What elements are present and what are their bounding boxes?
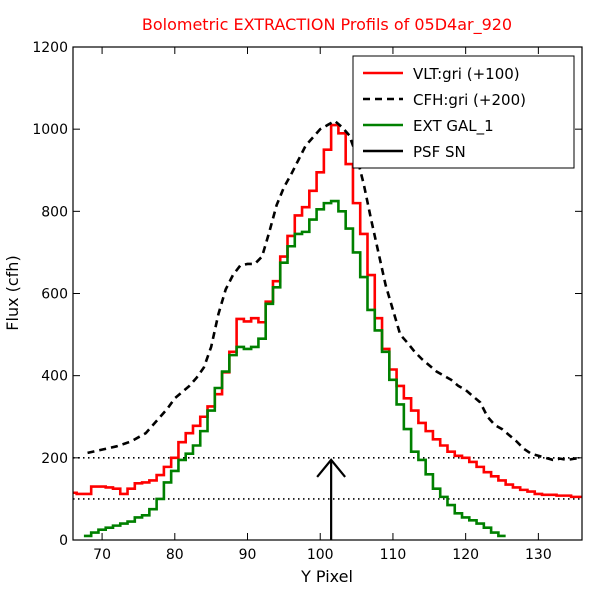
y-tick-label-200: 200: [41, 451, 68, 467]
x-tick-label-130: 130: [525, 547, 552, 563]
legend: VLT:gri (+100) CFH:gri (+200) EXT GAL_1 PSF…: [352, 55, 575, 169]
legend-box: [352, 55, 575, 169]
x-axis-label: Y Pixel: [300, 567, 353, 586]
x-tick-label-100: 100: [307, 547, 334, 563]
y-tick-label-1000: 1000: [32, 122, 68, 138]
y-tick-label-0: 0: [59, 533, 68, 549]
x-tick-label-90: 90: [239, 547, 257, 563]
x-tick-label-120: 120: [452, 547, 479, 563]
axis-ticks: 70 80 90 100 110 120 130 0 200 400 600 800 1000 1200: [32, 40, 582, 563]
series-line-0: [73, 123, 582, 499]
chart-title: Bolometric EXTRACTION Profils of 05D4ar_…: [142, 15, 512, 35]
psf-sn-arrow-head: [316, 458, 346, 478]
legend-label-0: VLT:gri (+100): [413, 65, 520, 83]
legend-label-3: PSF SN: [413, 143, 466, 161]
series-line-2: [83, 199, 506, 538]
x-tick-label-110: 110: [380, 547, 407, 563]
y-tick-label-400: 400: [41, 369, 68, 385]
y-tick-label-600: 600: [41, 287, 68, 303]
y-tick-label-1200: 1200: [32, 40, 68, 56]
y-tick-label-800: 800: [41, 204, 68, 220]
y-axis-label: Flux (cfh): [3, 255, 22, 330]
x-tick-label-70: 70: [93, 547, 111, 563]
x-tick-label-80: 80: [166, 547, 184, 563]
legend-label-2: EXT GAL_1: [413, 117, 494, 136]
legend-label-1: CFH:gri (+200): [413, 91, 526, 109]
